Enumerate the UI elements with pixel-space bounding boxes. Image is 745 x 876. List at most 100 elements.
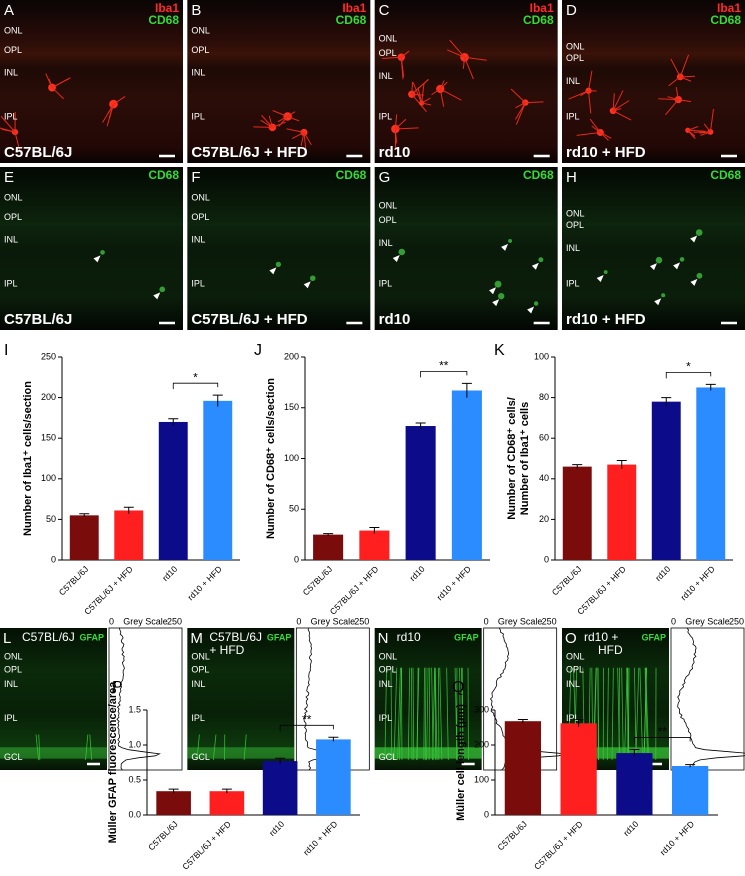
profile-box	[670, 627, 745, 771]
cell-process	[680, 76, 692, 82]
x-tick-label: C57BL/6J	[301, 564, 334, 597]
micrograph: F CD68 ONL OPL INL IPL C57BL/6J + HFD	[187, 167, 371, 330]
stain-marker: Iba1	[342, 1, 366, 15]
cell-process	[612, 108, 622, 112]
muller-fiber	[426, 667, 429, 761]
micrograph-image	[0, 628, 107, 770]
cell-process	[709, 108, 714, 132]
cd68-spot	[494, 280, 502, 288]
panel-letter: J	[254, 342, 262, 359]
x-tick-label: rd10 + HFD	[301, 819, 339, 857]
bar	[158, 421, 188, 560]
panel-letter: P	[112, 679, 123, 696]
arrowhead	[153, 292, 161, 300]
cell-process	[687, 129, 696, 139]
micrograph-image	[562, 0, 745, 163]
muller-fiber	[597, 667, 600, 761]
cell-process	[440, 88, 462, 101]
cd68-spot	[159, 286, 166, 293]
cell-process	[106, 103, 114, 127]
layer-label: IPL	[379, 279, 393, 289]
arrowhead	[501, 243, 509, 251]
panel-letter: H	[566, 169, 577, 186]
x-tick-label: C57BL/6J	[57, 564, 90, 597]
profile-line	[677, 627, 745, 771]
cell-process	[272, 110, 288, 117]
cell-process	[687, 126, 699, 131]
error-bar	[221, 788, 232, 794]
muller-fiber	[38, 734, 41, 761]
muller-fiber	[639, 667, 644, 761]
gcl-band	[187, 747, 295, 759]
arrowhead	[269, 267, 277, 275]
layer-label: ONL	[379, 651, 398, 661]
muller-fiber	[432, 667, 436, 761]
strain-label: rd10 + HFD	[566, 311, 646, 328]
cell-process	[439, 81, 448, 90]
stain-marker: Iba1	[717, 1, 741, 15]
layer-label: ONL	[4, 651, 23, 661]
y-tick-label: 150	[41, 433, 56, 443]
error-bar	[323, 533, 334, 536]
strain-label: rd10	[379, 311, 411, 328]
cell-process	[394, 128, 398, 144]
x-tick-label: rd10 + HFD	[678, 564, 716, 602]
muller-fiber	[243, 734, 247, 761]
muller-fiber	[439, 667, 443, 761]
micrograph-image	[0, 167, 183, 330]
x-tick-label: C57BL/6J	[495, 819, 528, 852]
significance-label: **	[658, 725, 668, 739]
cell-process	[286, 128, 305, 133]
layer-label: OPL	[566, 665, 584, 675]
significance-label: *	[686, 360, 691, 374]
micrograph: E CD68 ONL OPL INL IPL C57BL/6J	[0, 167, 183, 330]
layer-label: GCL	[191, 752, 210, 762]
muller-fiber	[424, 667, 427, 761]
y-axis-label: Müller cell length (μm)	[455, 704, 467, 821]
arrowhead	[690, 235, 698, 243]
cell-process	[0, 115, 16, 133]
micrograph: G CD68 ONL OPL INL IPL rd10	[374, 167, 558, 330]
y-tick-label: 1.0	[128, 739, 141, 749]
error-bar	[705, 383, 716, 391]
cell-process	[268, 115, 273, 128]
layer-label: OPL	[4, 45, 22, 55]
cell-process	[589, 118, 601, 133]
cell-process	[658, 98, 679, 101]
y-tick-label: 100	[284, 453, 299, 463]
cell-process	[449, 39, 465, 58]
profile-tick-label: 250	[542, 616, 557, 626]
layer-label: OPL	[566, 220, 584, 230]
gcl-band	[562, 747, 669, 759]
cell-process	[703, 123, 711, 133]
layer-label: OPL	[4, 212, 22, 222]
layer-label: ONL	[4, 192, 23, 202]
layer-label: OPL	[191, 665, 209, 675]
cell-process	[113, 96, 126, 105]
layer-label: OPL	[4, 665, 22, 675]
error-bar	[616, 460, 627, 469]
x-tick-label: rd10	[621, 819, 640, 838]
bar	[262, 761, 298, 815]
muller-fiber	[634, 667, 637, 761]
error-bar	[168, 788, 179, 794]
layer-label: INL	[191, 68, 205, 78]
strain-label: rd10 + HFD	[566, 144, 646, 161]
muller-fiber	[397, 667, 401, 761]
cell-process	[668, 76, 681, 87]
muller-fiber	[644, 667, 648, 761]
layer-label: INL	[566, 76, 580, 86]
cell-process	[515, 102, 526, 109]
muller-fiber	[390, 667, 393, 761]
stain-marker: CD68	[523, 168, 554, 182]
bar	[651, 401, 681, 560]
muller-fiber	[428, 667, 431, 761]
cell-process	[439, 88, 445, 107]
muller-fiber	[35, 734, 39, 761]
cell-process	[665, 99, 679, 116]
cell-process	[400, 50, 410, 58]
micrograph-image	[0, 0, 183, 163]
bar	[156, 791, 191, 815]
